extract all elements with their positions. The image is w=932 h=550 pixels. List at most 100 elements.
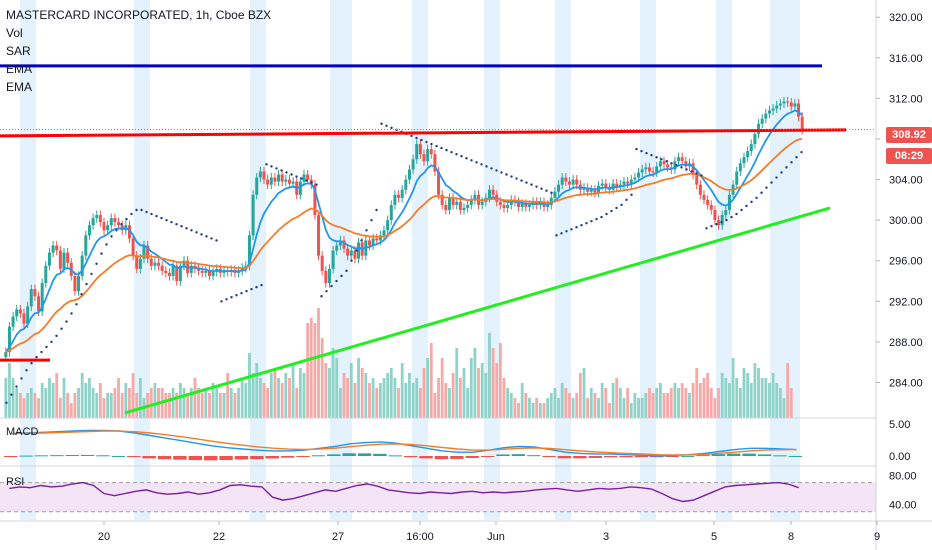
macd-histogram-bar	[711, 454, 726, 456]
candle-body	[629, 179, 633, 184]
sar-dot	[110, 235, 113, 238]
volume-bar	[713, 398, 717, 418]
macd-histogram-bar	[296, 456, 310, 457]
candle-body	[600, 183, 604, 186]
candle-body	[11, 316, 15, 327]
candle-body	[749, 144, 753, 152]
candle-body	[422, 154, 426, 162]
candle-body	[389, 204, 393, 221]
sar-dot	[265, 163, 268, 166]
volume-bar	[611, 383, 615, 418]
candle-body	[120, 225, 124, 231]
candle-body	[717, 220, 721, 226]
volume-bar	[415, 378, 419, 418]
candle-body	[353, 250, 357, 259]
candle-body	[582, 187, 586, 190]
candle-body	[357, 242, 361, 259]
sar-dot	[15, 385, 18, 388]
sar-dot	[65, 320, 68, 323]
candle-body	[633, 177, 637, 180]
candle-body	[331, 250, 335, 269]
sar-dot	[620, 203, 623, 207]
macd-histogram-bar	[588, 456, 602, 458]
sar-dot	[595, 217, 598, 221]
sar-dot	[235, 294, 238, 297]
volume-bar	[724, 378, 728, 418]
volume-bar	[11, 378, 15, 418]
sar-dot	[635, 147, 638, 151]
candle-body	[262, 171, 266, 180]
sar-dot	[685, 168, 688, 171]
candle-body	[40, 283, 44, 312]
volume-bar	[237, 388, 240, 418]
sar-dot	[585, 221, 588, 225]
macd-histogram-bar	[465, 456, 479, 458]
macd-histogram-bar	[496, 454, 510, 456]
sar-dot	[460, 155, 463, 158]
sar-dot	[790, 161, 793, 164]
volume-bar	[491, 348, 495, 418]
sar-dot	[475, 161, 478, 164]
sar-dot	[525, 181, 528, 184]
sar-dot	[320, 295, 323, 298]
sar-dot	[610, 209, 613, 213]
sar-dot	[450, 150, 453, 154]
sar-dot	[190, 229, 193, 232]
candle-body	[764, 113, 768, 119]
volume-bar	[778, 388, 782, 418]
sar-dot	[575, 226, 578, 229]
candle-body	[255, 177, 259, 195]
sar-dot	[690, 170, 693, 173]
candle-body	[684, 161, 688, 167]
legend-ema-2[interactable]: EMA	[6, 80, 33, 94]
macd-signal-line	[11, 430, 797, 456]
legend-sar[interactable]: SAR	[6, 44, 31, 58]
sar-dot	[535, 185, 538, 188]
volume-bar	[168, 393, 171, 418]
candle-body	[200, 270, 204, 273]
volume-bar	[549, 393, 553, 418]
volume-bar	[277, 378, 280, 418]
candle-body	[480, 201, 484, 205]
sar-dot	[550, 191, 553, 194]
rsi-line	[9, 481, 799, 503]
trend-lines[interactable]	[0, 64, 876, 415]
candle-body	[342, 240, 346, 249]
sar-dot	[230, 296, 233, 299]
volume-bar	[120, 393, 124, 418]
candle-body	[146, 245, 150, 259]
volume-bar	[291, 363, 295, 418]
volume-bar	[280, 383, 284, 418]
volume-bar	[178, 383, 182, 418]
macd-histogram-bar	[680, 455, 695, 457]
sar-dot	[495, 169, 498, 172]
volume-bar	[113, 388, 117, 418]
candle-body	[7, 326, 11, 353]
candle-body	[778, 103, 782, 106]
legend-vol[interactable]: Vol	[6, 26, 23, 40]
volume-bar	[324, 363, 328, 418]
volume-bar	[22, 398, 26, 418]
volume-bar	[662, 393, 666, 418]
volume-bar	[218, 393, 222, 418]
sar-dot	[435, 144, 438, 148]
legend-ema-1[interactable]: EMA	[6, 62, 33, 76]
sar-dot	[50, 340, 53, 344]
candle-body	[695, 174, 699, 185]
candle-body	[302, 174, 306, 182]
macd-histogram-bar	[50, 455, 64, 457]
candle-body	[33, 289, 37, 297]
candle-body	[335, 245, 339, 251]
sar-dot	[270, 165, 273, 168]
macd-histogram-bar	[434, 456, 449, 460]
candle-body	[58, 250, 62, 269]
volume-bar	[542, 403, 546, 418]
volume-bar	[4, 378, 8, 418]
volume-bar	[418, 388, 422, 418]
volume-bar	[400, 363, 404, 418]
candle-body	[18, 309, 22, 314]
sar-dot	[510, 175, 513, 178]
sar-dot	[60, 327, 63, 330]
sar-dot	[220, 300, 223, 303]
